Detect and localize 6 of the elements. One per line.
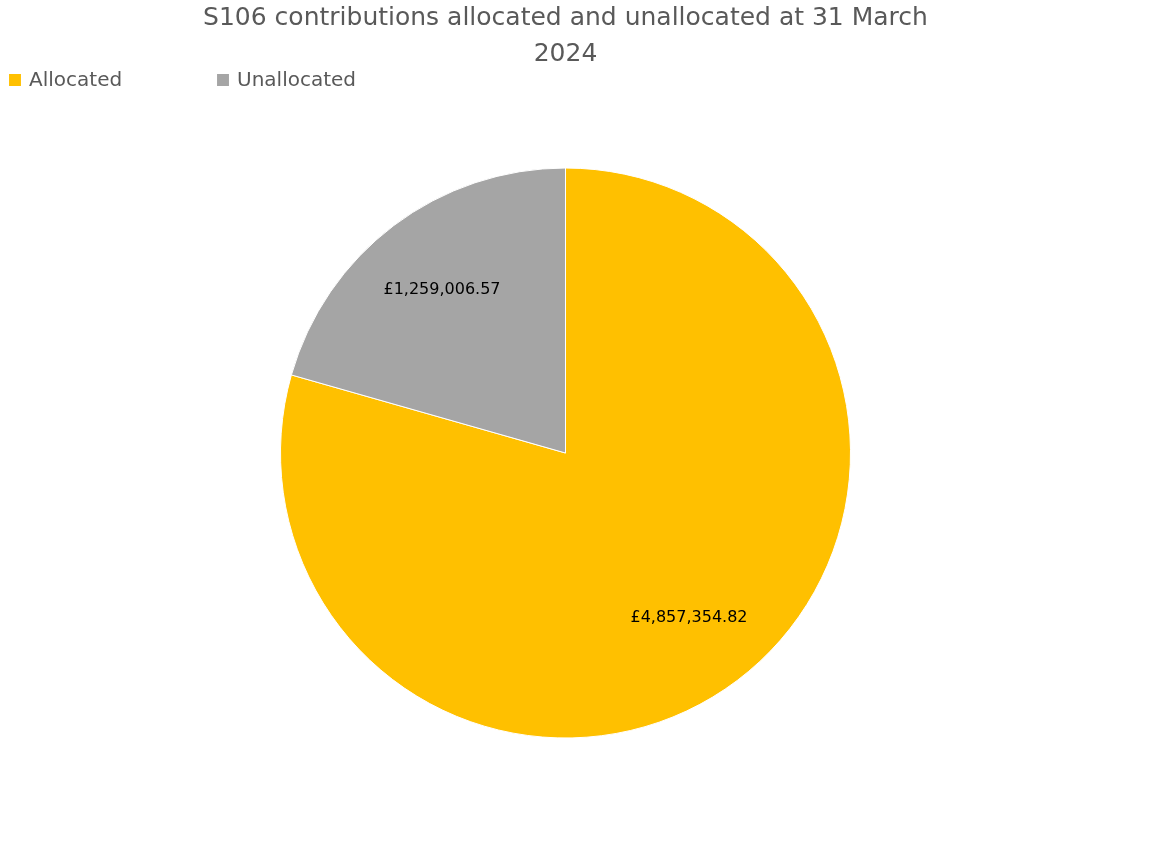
data-label: £1,259,006.57 bbox=[383, 279, 501, 299]
chart-title: S106 contributions allocated and unallocated at 31 March 2024 bbox=[203, 2, 928, 67]
data-label: £4,857,354.82 bbox=[630, 606, 748, 626]
legend-label: Unallocated bbox=[237, 67, 357, 91]
legend-label: Allocated bbox=[29, 67, 123, 91]
pie-slice bbox=[280, 167, 851, 739]
